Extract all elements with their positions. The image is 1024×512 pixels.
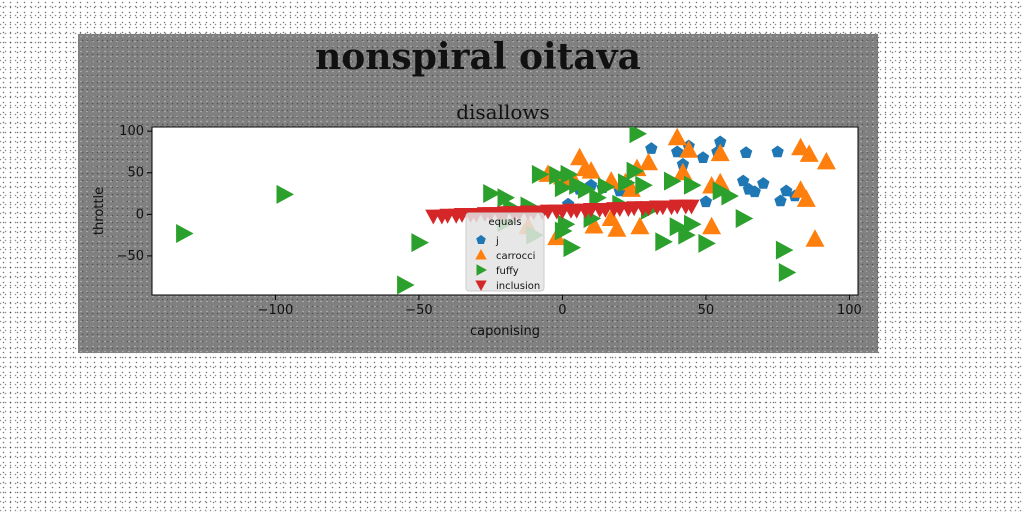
figure-suptitle: nonspiral oitava — [315, 36, 641, 78]
data-point-inclusion — [620, 202, 637, 217]
x-tick-label: −100 — [258, 303, 294, 318]
data-point-carrocci — [667, 127, 687, 146]
data-point-fuffy — [563, 238, 581, 258]
x-tick-label: 100 — [837, 303, 862, 318]
axes-title: disallows — [456, 100, 550, 124]
data-point-carrocci — [791, 137, 811, 156]
data-point-carrocci — [796, 189, 816, 207]
data-point-carrocci — [816, 151, 836, 170]
legend-marker-j — [476, 235, 486, 244]
legend-box — [465, 212, 545, 292]
legend-title: equals — [489, 217, 522, 228]
data-point-j — [771, 145, 784, 158]
data-point-fuffy — [411, 233, 429, 253]
data-point-carrocci — [584, 216, 604, 234]
data-point-inclusion — [606, 202, 623, 217]
data-point-carrocci — [673, 162, 693, 181]
data-point-carrocci — [639, 152, 658, 171]
data-point-j — [699, 195, 713, 208]
axis-ticks: −100 −50 0 50 100 −50 0 50 100 — [117, 124, 862, 318]
data-point-carrocci — [805, 229, 825, 247]
data-point-fuffy — [560, 164, 579, 184]
data-point-fuffy — [684, 175, 702, 195]
data-point-fuffy — [655, 232, 673, 252]
x-tick-label: 0 — [558, 303, 566, 318]
data-point-inclusion — [663, 200, 680, 216]
data-point-fuffy — [721, 186, 739, 206]
legend-entry-fuffy: fuffy — [496, 266, 519, 277]
data-point-fuffy — [698, 233, 716, 253]
y-tick-label: 0 — [136, 207, 144, 222]
data-point-inclusion — [591, 203, 608, 218]
data-point-j — [748, 185, 761, 198]
data-point-inclusion — [634, 201, 651, 217]
legend: equals j carrocci fuffy inclusion — [465, 212, 545, 292]
data-point-inclusion — [548, 204, 565, 220]
data-point-fuffy — [664, 171, 682, 191]
data-point-fuffy — [635, 175, 653, 195]
data-point-fuffy — [589, 188, 607, 208]
data-point-inclusion — [577, 203, 594, 219]
data-point-carrocci — [702, 216, 722, 235]
data-point-j — [774, 194, 787, 207]
data-point-carrocci — [799, 144, 819, 162]
data-point-j — [757, 177, 770, 189]
y-tick-label: −50 — [117, 249, 144, 264]
data-point-fuffy — [684, 214, 702, 234]
data-point-fuffy — [678, 225, 696, 245]
data-point-inclusion — [448, 208, 465, 224]
data-point-fuffy — [626, 161, 645, 181]
data-point-j — [780, 184, 793, 197]
data-point-inclusion — [649, 200, 666, 216]
data-point-j — [714, 135, 727, 148]
data-point-j — [671, 145, 684, 158]
data-point-fuffy — [557, 214, 576, 234]
data-point-carrocci — [601, 208, 621, 226]
legend-entry-inclusion: inclusion — [496, 281, 540, 292]
legend-entry-carrocci: carrocci — [496, 251, 535, 262]
data-point-fuffy — [276, 184, 294, 204]
data-point-j — [737, 174, 750, 187]
legend-entry-j: j — [495, 236, 499, 247]
data-point-fuffy — [531, 164, 550, 184]
data-point-j — [696, 151, 710, 163]
data-point-inclusion — [562, 203, 580, 219]
data-point-carrocci — [630, 216, 650, 235]
data-point-fuffy — [554, 178, 573, 198]
data-point-fuffy — [497, 188, 515, 208]
data-point-fuffy — [577, 179, 596, 199]
data-point-fuffy — [397, 275, 415, 295]
scatter-chart: disallows −100 −50 0 50 100 −50 0 50 100 caponis… — [92, 100, 862, 339]
data-point-j — [645, 142, 658, 154]
x-tick-label: 50 — [698, 303, 715, 318]
data-point-inclusion — [677, 199, 694, 215]
data-point-fuffy — [775, 240, 794, 260]
data-point-carrocci — [679, 140, 699, 158]
y-axis-label: throttle — [92, 187, 107, 235]
data-point-j — [739, 146, 753, 158]
data-point-fuffy — [483, 184, 501, 203]
data-point-fuffy — [549, 165, 567, 185]
y-tick-label: 50 — [127, 166, 144, 181]
legend-marker-carrocci — [475, 249, 487, 260]
data-point-carrocci — [575, 158, 595, 177]
data-point-fuffy — [778, 263, 797, 282]
x-axis-label: caponising — [470, 324, 540, 339]
data-point-inclusion — [433, 209, 450, 225]
x-tick-label: −50 — [405, 303, 432, 318]
data-marks — [176, 127, 836, 295]
data-point-carrocci — [607, 219, 627, 237]
legend-marker-inclusion — [475, 280, 487, 291]
legend-marker-fuffy — [476, 264, 487, 276]
data-point-fuffy — [618, 173, 636, 193]
figure: nonspiral oitava disallows −100 −50 0 50 100… — [78, 34, 878, 353]
data-point-fuffy — [629, 127, 647, 144]
data-point-fuffy — [597, 177, 616, 197]
data-point-carrocci — [710, 143, 730, 162]
data-point-fuffy — [735, 209, 754, 228]
data-point-fuffy — [176, 224, 194, 243]
y-tick-label: 100 — [119, 124, 144, 139]
